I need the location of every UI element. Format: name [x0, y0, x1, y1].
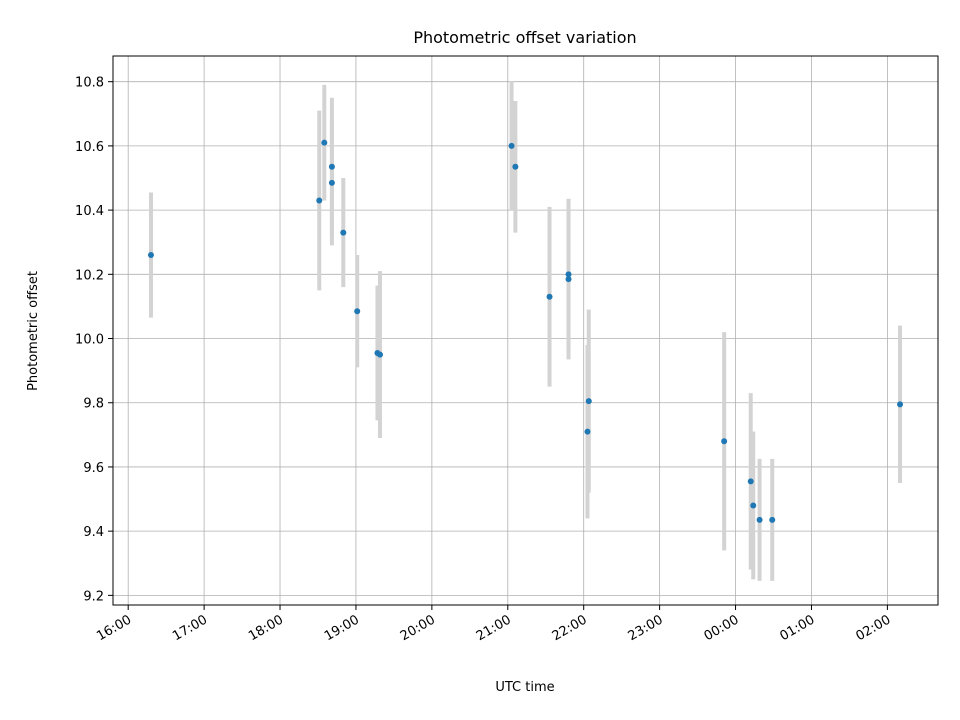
- y-tick-label: 10.4: [75, 204, 104, 219]
- data-point: [769, 516, 776, 523]
- chart-title: Photometric offset variation: [413, 28, 636, 47]
- y-axis-label: Photometric offset: [26, 271, 41, 391]
- data-point: [721, 438, 728, 445]
- data-point: [321, 139, 328, 146]
- data-point: [585, 398, 592, 405]
- data-point: [147, 252, 154, 259]
- data-point: [328, 163, 335, 170]
- data-point: [584, 428, 591, 435]
- data-point: [897, 401, 904, 408]
- y-tick-label: 9.2: [83, 589, 104, 604]
- grid-lines: [113, 56, 938, 605]
- y-tick-label: 9.6: [83, 461, 104, 476]
- data-points: [147, 139, 904, 523]
- data-point: [546, 293, 553, 300]
- data-point: [512, 163, 519, 170]
- data-point: [565, 276, 572, 283]
- data-point: [756, 516, 763, 523]
- y-tick-label: 9.4: [83, 525, 104, 540]
- data-point: [316, 197, 323, 204]
- data-point: [750, 502, 757, 509]
- plot-frame: [112, 55, 939, 606]
- y-tick-label: 10.6: [75, 140, 104, 155]
- y-tick-label: 10.0: [75, 333, 104, 348]
- data-point: [340, 229, 347, 236]
- data-point: [747, 478, 754, 485]
- data-point: [508, 142, 515, 149]
- y-tick-label: 9.8: [83, 397, 104, 412]
- data-point: [376, 351, 383, 358]
- y-tick-label: 10.8: [75, 76, 104, 91]
- data-point: [354, 308, 361, 315]
- y-axis-ticks: 9.2 9.4 9.6 9.8 10.0 10.2 10.4 10.6 10.8: [75, 76, 113, 604]
- y-tick-label: 10.2: [75, 268, 104, 283]
- data-point: [328, 179, 335, 186]
- data-point: [565, 271, 572, 278]
- x-axis-label: UTC time: [495, 680, 554, 695]
